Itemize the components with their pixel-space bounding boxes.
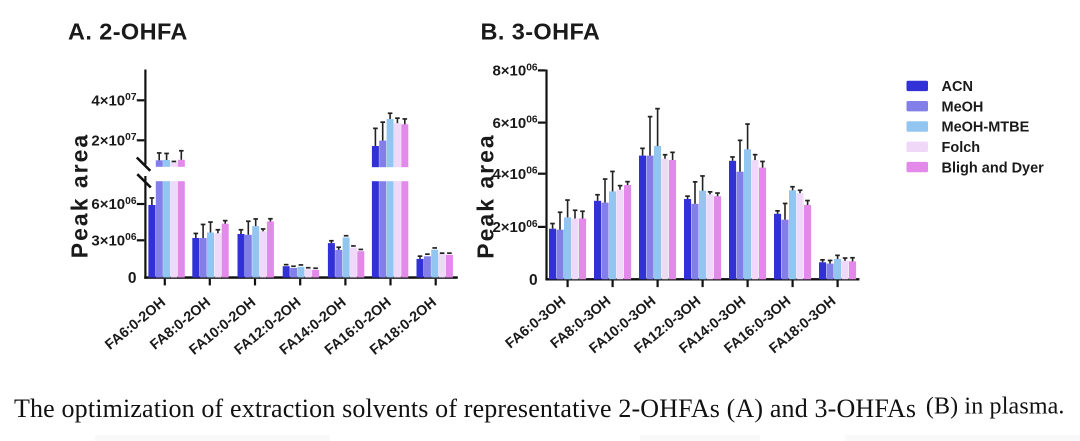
svg-text:0: 0 [128, 270, 137, 287]
svg-text:Folch: Folch [942, 140, 981, 156]
svg-text:Peak area: Peak area [473, 133, 499, 258]
svg-text:B. 3-OHFA: B. 3-OHFA [481, 19, 601, 45]
svg-text:MeOH: MeOH [942, 99, 984, 115]
svg-text:MeOH-MTBE: MeOH-MTBE [942, 120, 1030, 136]
svg-text:0: 0 [529, 272, 538, 289]
svg-text:ACN: ACN [942, 79, 973, 95]
svg-text:The optimization of extraction: The optimization of extraction solvents … [14, 394, 1065, 424]
svg-text:Bligh and Dyer: Bligh and Dyer [942, 160, 1045, 176]
svg-text:Peak area: Peak area [67, 133, 93, 258]
svg-text:A. 2-OHFA: A. 2-OHFA [68, 19, 188, 45]
